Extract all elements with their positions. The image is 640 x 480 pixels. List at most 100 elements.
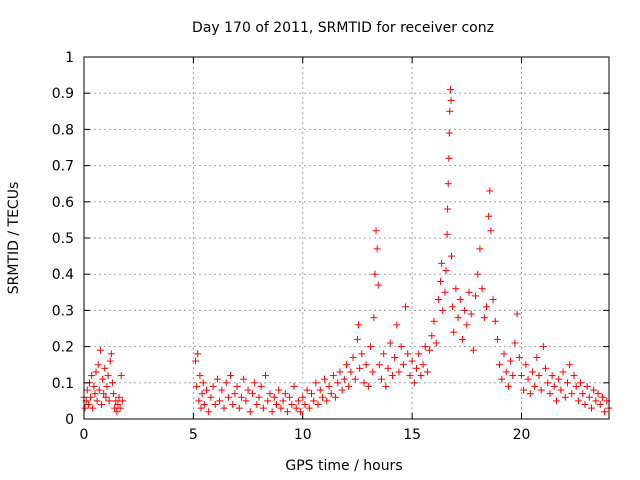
data-point	[266, 390, 274, 398]
x-tick-label: 15	[403, 427, 421, 443]
data-point	[200, 401, 208, 409]
data-point	[406, 372, 414, 380]
data-point	[444, 205, 452, 213]
grid-lines	[84, 57, 609, 419]
data-point	[391, 353, 399, 361]
data-point	[373, 245, 381, 253]
data-point	[94, 361, 102, 369]
data-point	[209, 382, 217, 390]
axis-ticks	[83, 56, 609, 420]
y-tick-label: 0.2	[52, 340, 74, 356]
data-point	[369, 368, 377, 376]
data-point	[557, 386, 565, 394]
data-point	[423, 368, 431, 376]
data-point	[456, 296, 464, 304]
data-point	[408, 357, 416, 365]
data-point	[402, 303, 410, 311]
data-point	[264, 397, 272, 405]
data-point	[588, 404, 595, 412]
data-point	[262, 372, 270, 380]
data-point	[238, 393, 245, 401]
data-point	[448, 252, 455, 260]
data-point	[253, 401, 261, 409]
data-point	[281, 390, 289, 398]
data-point	[321, 375, 329, 383]
data-point	[485, 212, 493, 220]
data-point	[286, 393, 294, 401]
data-point	[312, 379, 320, 387]
data-point	[542, 364, 550, 372]
data-point	[555, 375, 563, 383]
data-point	[88, 372, 96, 380]
data-point	[353, 335, 361, 343]
data-point	[563, 379, 571, 387]
data-point	[372, 227, 380, 235]
x-tick-label: 0	[80, 427, 89, 443]
data-point	[292, 404, 300, 412]
data-point	[248, 390, 256, 398]
data-point	[340, 375, 348, 383]
data-point	[395, 368, 403, 376]
y-tick-label: 0.7	[52, 159, 74, 175]
data-point	[224, 393, 232, 401]
data-point	[374, 281, 382, 289]
data-point	[491, 317, 499, 325]
data-point	[426, 346, 434, 354]
data-point	[273, 401, 280, 409]
data-point	[553, 397, 560, 405]
data-point	[548, 372, 556, 380]
data-point	[483, 303, 490, 311]
data-point	[430, 317, 438, 325]
data-point	[114, 401, 122, 409]
data-point	[89, 404, 97, 412]
data-point	[434, 296, 442, 304]
data-point	[441, 288, 449, 296]
data-point	[95, 386, 103, 394]
data-point	[216, 397, 224, 405]
data-point	[410, 379, 418, 387]
data-point	[458, 335, 466, 343]
data-point	[443, 230, 451, 238]
data-point	[81, 404, 89, 412]
data-point	[83, 386, 91, 394]
data-point	[87, 393, 95, 401]
data-point	[370, 314, 378, 322]
data-point	[480, 314, 488, 322]
data-point	[507, 357, 515, 365]
data-point	[539, 343, 547, 351]
data-point	[570, 372, 578, 380]
data-point	[329, 372, 337, 380]
data-point	[598, 393, 606, 401]
data-point	[112, 397, 120, 405]
data-point	[107, 350, 115, 358]
data-point	[294, 397, 302, 405]
data-point	[255, 393, 263, 401]
data-point	[343, 361, 350, 369]
data-point	[450, 328, 458, 336]
data-point	[251, 379, 259, 387]
data-point	[535, 372, 543, 380]
data-point	[360, 379, 368, 387]
data-point	[115, 393, 123, 401]
data-point	[382, 382, 390, 390]
data-point	[195, 397, 203, 405]
data-point	[362, 361, 370, 369]
data-point	[579, 390, 587, 398]
data-point	[103, 382, 111, 390]
data-point	[242, 397, 250, 405]
data-point	[437, 277, 445, 285]
data-point	[474, 270, 482, 278]
data-point	[528, 368, 536, 376]
data-point	[572, 382, 580, 390]
data-point	[233, 382, 241, 390]
data-point	[413, 364, 420, 372]
data-point	[229, 401, 237, 409]
data-point	[596, 401, 604, 409]
data-point	[345, 382, 353, 390]
data-point	[371, 270, 379, 278]
data-point	[476, 245, 484, 253]
data-point	[308, 390, 315, 398]
data-point	[489, 296, 497, 304]
data-point	[452, 285, 460, 293]
data-point	[207, 393, 215, 401]
